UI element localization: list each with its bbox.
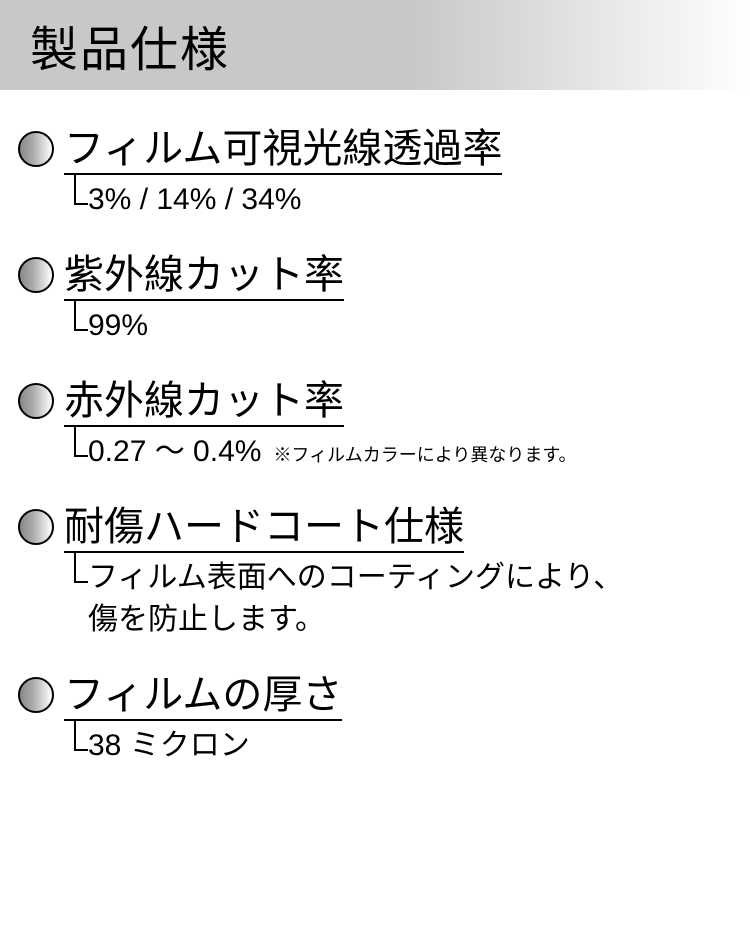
spec-item-content: 赤外線カット率 0.27 〜 0.4% ※フィルムカラーにより異なります。 xyxy=(64,377,750,473)
spec-item-content: 耐傷ハードコート仕様 フィルム表面へのコーティングにより、 傷を防止します。 xyxy=(64,503,750,641)
spec-item-value-row: フィルム表面へのコーティングにより、 傷を防止します。 xyxy=(64,557,750,641)
spec-item-note: ※フィルムカラーにより異なります。 xyxy=(273,441,576,467)
spec-item-value: 38 ミクロン xyxy=(88,725,250,767)
spec-item-content: 紫外線カット率 99% xyxy=(64,251,750,347)
bullet-icon xyxy=(18,383,54,419)
spec-item-value-row: 38 ミクロン xyxy=(64,725,750,767)
spec-item-value-row: 3% / 14% / 34% xyxy=(64,179,750,221)
elbow-icon xyxy=(66,431,86,461)
spec-item-value: 0.27 〜 0.4% xyxy=(88,431,261,473)
spec-item: フィルムの厚さ 38 ミクロン xyxy=(0,671,750,767)
elbow-icon xyxy=(66,725,86,755)
spec-item-title: 赤外線カット率 xyxy=(64,377,344,427)
bullet-icon xyxy=(18,677,54,713)
spec-item-value: フィルム表面へのコーティングにより、 傷を防止します。 xyxy=(88,557,623,641)
spec-item: 耐傷ハードコート仕様 フィルム表面へのコーティングにより、 傷を防止します。 xyxy=(0,503,750,641)
bullet-icon xyxy=(18,257,54,293)
spec-item-value: 99% xyxy=(88,305,148,347)
spec-item: フィルム可視光線透過率 3% / 14% / 34% xyxy=(0,125,750,221)
spec-item: 紫外線カット率 99% xyxy=(0,251,750,347)
spec-item: 赤外線カット率 0.27 〜 0.4% ※フィルムカラーにより異なります。 xyxy=(0,377,750,473)
spec-item-content: フィルムの厚さ 38 ミクロン xyxy=(64,671,750,767)
spec-item-title: 耐傷ハードコート仕様 xyxy=(64,503,464,553)
spec-item-title: フィルム可視光線透過率 xyxy=(64,125,502,175)
section-title: 製品仕様 xyxy=(30,10,730,80)
spec-item-title: 紫外線カット率 xyxy=(64,251,344,301)
elbow-icon xyxy=(66,305,86,335)
section-header: 製品仕様 xyxy=(0,0,750,90)
spec-item-value-row: 99% xyxy=(64,305,750,347)
bullet-icon xyxy=(18,131,54,167)
spec-item-content: フィルム可視光線透過率 3% / 14% / 34% xyxy=(64,125,750,221)
spec-item-value-row: 0.27 〜 0.4% ※フィルムカラーにより異なります。 xyxy=(64,431,750,473)
spec-item-value: 3% / 14% / 34% xyxy=(88,179,301,221)
elbow-icon xyxy=(66,179,86,209)
bullet-icon xyxy=(18,509,54,545)
elbow-icon xyxy=(66,557,86,587)
spec-item-title: フィルムの厚さ xyxy=(64,671,342,721)
